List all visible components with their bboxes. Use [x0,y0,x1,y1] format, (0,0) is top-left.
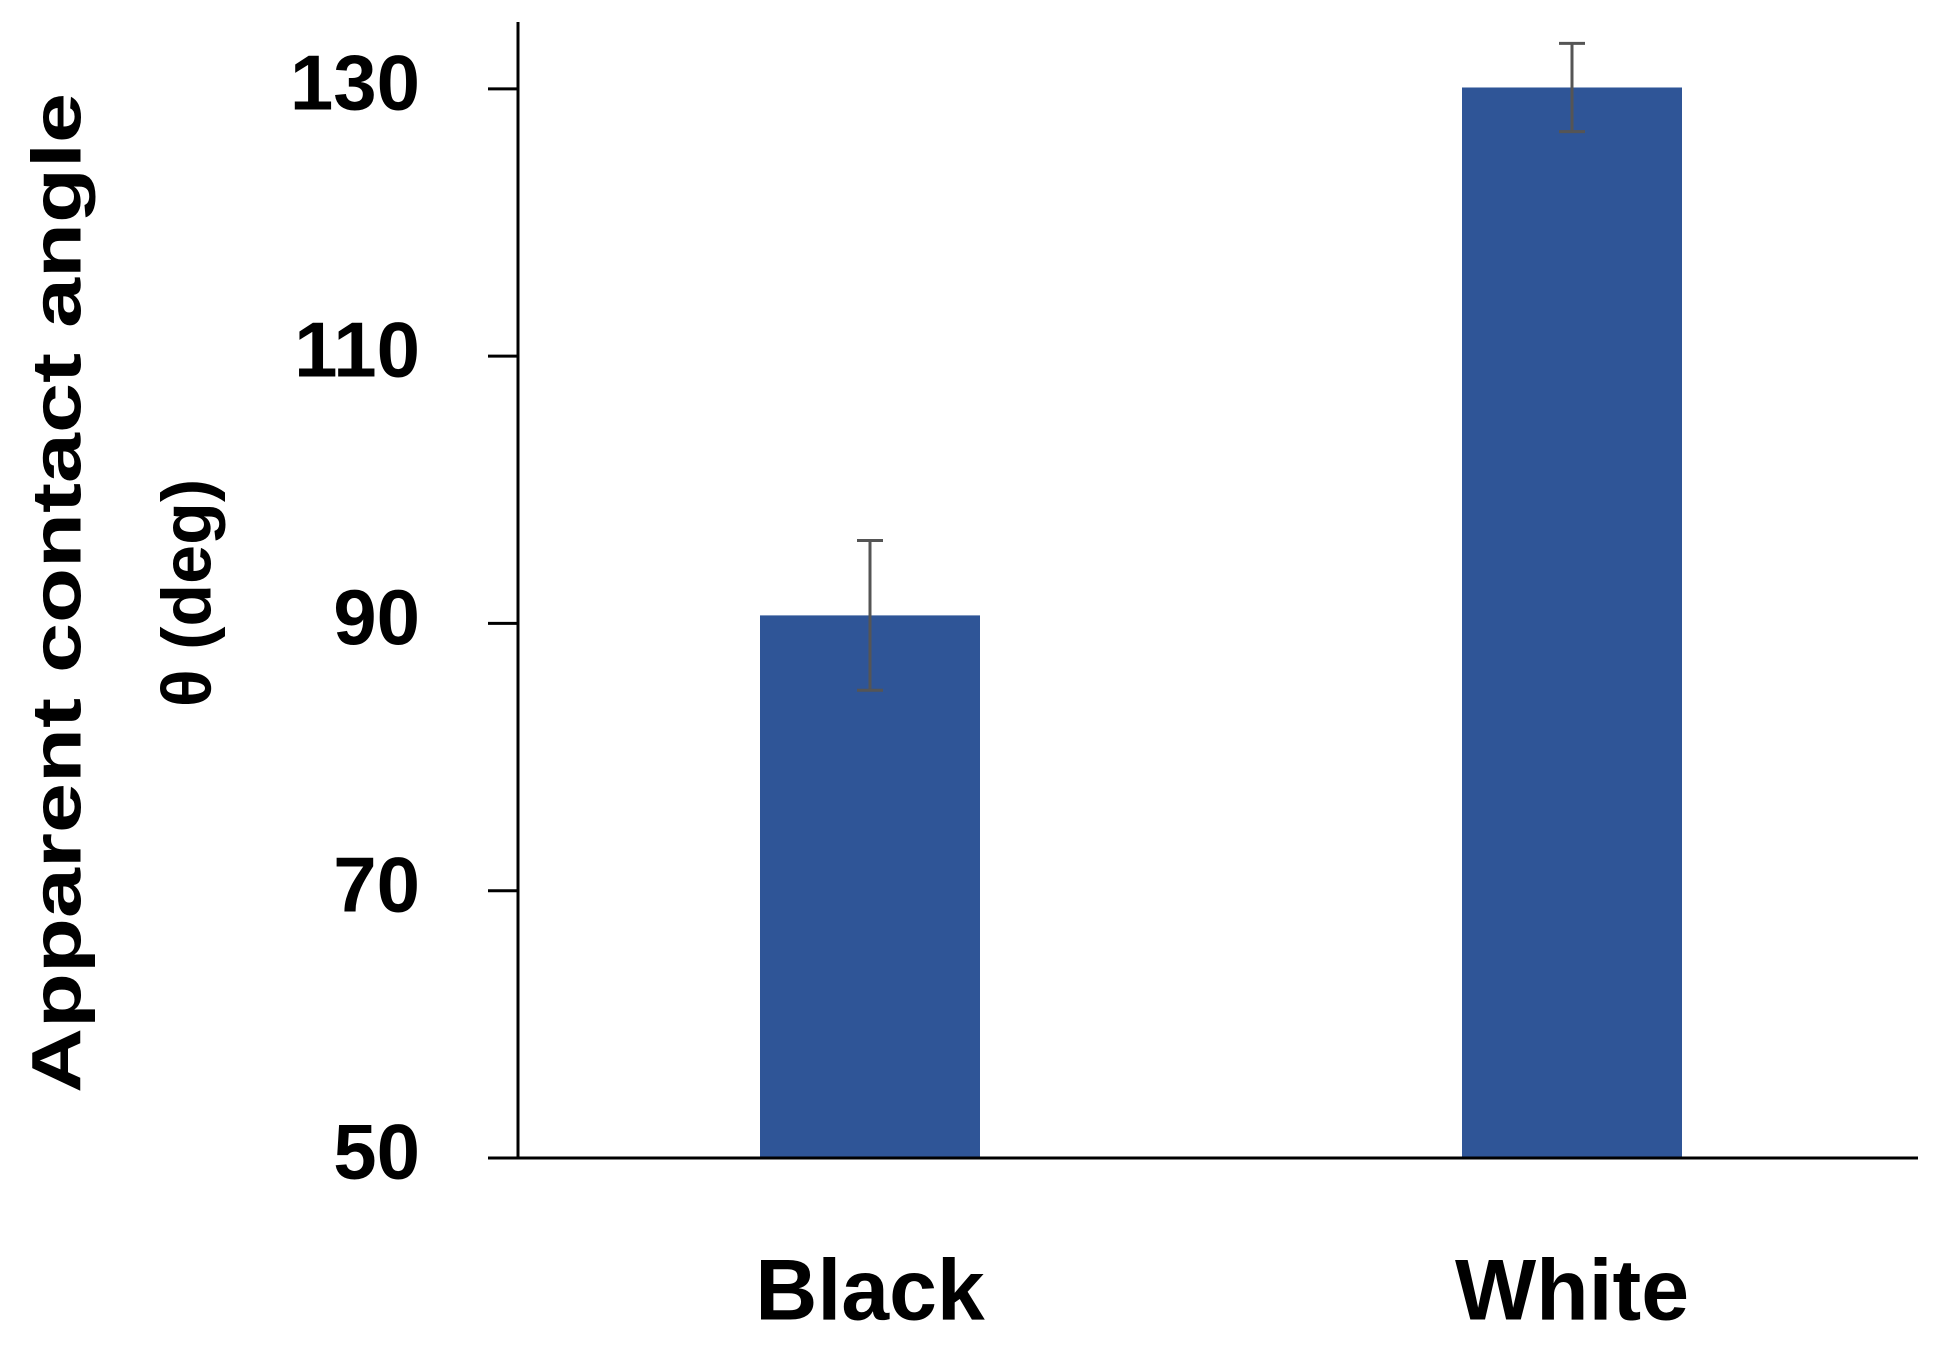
y-axis-label: θ (deg) [147,479,225,707]
x-tick-label: White [1455,1243,1689,1339]
y-tick-label: 110 [294,306,420,394]
bar [760,615,980,1158]
y-axis-label: Apparent contact angle [17,93,95,1093]
y-tick-label: 130 [290,38,420,126]
bar [1462,87,1682,1158]
x-tick-label: Black [755,1243,985,1339]
y-tick-label: 90 [333,573,420,661]
y-tick-label: 50 [333,1108,420,1196]
y-tick-label: 70 [333,840,420,928]
